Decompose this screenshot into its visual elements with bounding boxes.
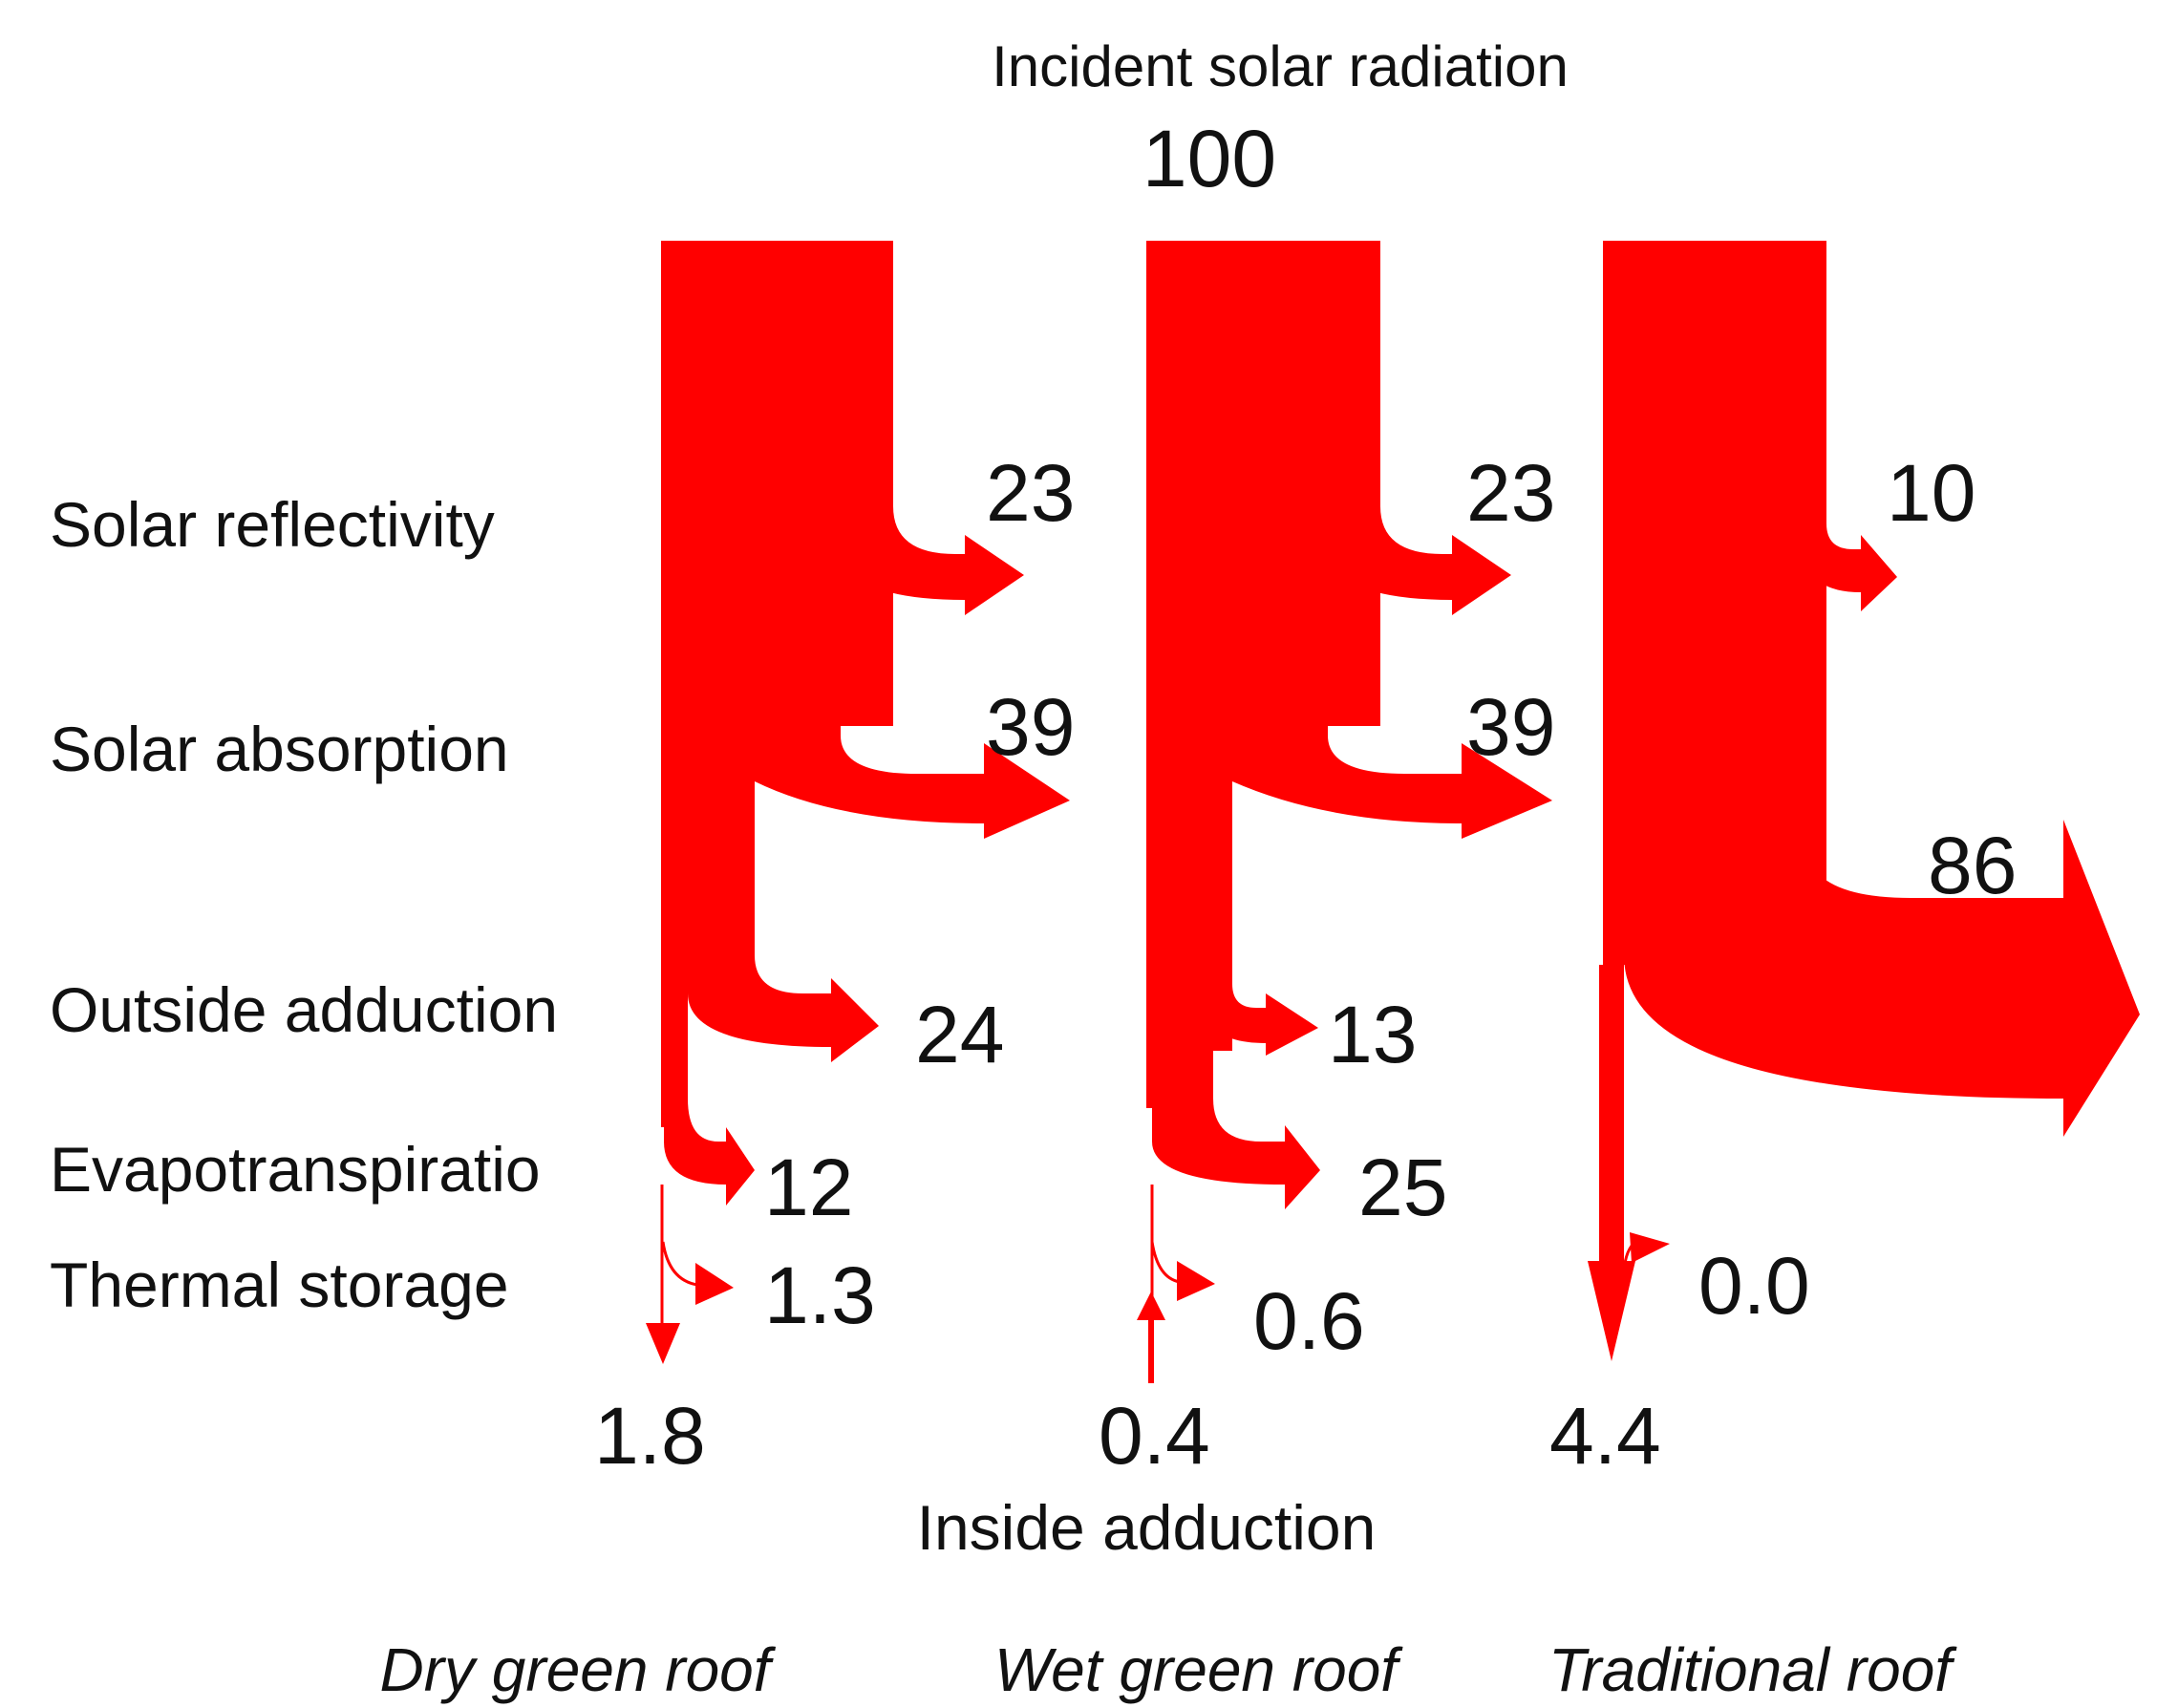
wet-thermal-storage-value: 0.6	[1253, 1276, 1365, 1366]
wet-incident-flow	[1146, 241, 1380, 726]
wet-thermal-storage-line	[1150, 1241, 1181, 1284]
wet-lower-trunk	[1146, 726, 1232, 1108]
trad-inside-adduction-value: 4.4	[1549, 1391, 1661, 1481]
wet-absorption-value: 39	[1466, 682, 1555, 772]
row-label-solar-reflectivity: Solar reflectivity	[50, 489, 495, 560]
trad-inside-adduction-arrow	[1588, 1261, 1635, 1361]
column-dry-green-roof	[646, 241, 1070, 1364]
dry-evapotranspiration-arrow	[664, 1099, 755, 1206]
trad-thermal-storage-arrow	[1630, 1232, 1670, 1263]
wet-thermal-storage-arrow	[1177, 1261, 1215, 1301]
column-label-wet-green-roof: Wet green roof	[994, 1635, 1403, 1704]
dry-absorption-arrow	[755, 726, 1070, 839]
trad-reflectivity-arrow	[1805, 523, 1897, 611]
wet-inside-adduction-arrow	[1137, 1292, 1165, 1320]
wet-inside-adduction-value: 0.4	[1099, 1391, 1210, 1481]
dry-outside-adduction-arrow	[688, 955, 879, 1062]
wet-evapotranspiration-value: 25	[1358, 1142, 1447, 1232]
trad-inside-adduction-line	[1599, 965, 1624, 1270]
wet-reflectivity-arrow	[1328, 506, 1511, 615]
dry-inside-adduction-arrow	[646, 1323, 680, 1364]
dry-reflectivity-arrow	[841, 506, 1024, 615]
column-label-traditional-roof: Traditional roof	[1548, 1635, 1957, 1704]
title: Incident solar radiation	[992, 34, 1569, 98]
dry-thermal-storage-line	[661, 1241, 698, 1287]
row-label-outside-adduction: Outside adduction	[50, 974, 558, 1045]
column-traditional-roof	[1588, 241, 2140, 1361]
incident-value: 100	[1142, 114, 1276, 203]
column-label-dry-green-roof: Dry green roof	[379, 1635, 776, 1704]
wet-reflectivity-value: 23	[1466, 448, 1555, 538]
trad-reflectivity-value: 10	[1887, 448, 1975, 538]
column-wet-green-roof	[1137, 241, 1552, 1383]
dry-lower-trunk	[661, 726, 755, 1127]
dry-evapotranspiration-value: 12	[764, 1142, 853, 1232]
wet-evapotranspiration-arrow	[1152, 1099, 1320, 1209]
dry-reflectivity-value: 23	[986, 448, 1075, 538]
inside-adduction-label: Inside adduction	[917, 1492, 1377, 1563]
wet-outside-adduction-arrow	[1208, 984, 1318, 1056]
dry-incident-flow	[661, 241, 893, 726]
dry-inside-adduction-value: 1.8	[594, 1391, 706, 1481]
wet-outside-adduction-value: 13	[1328, 990, 1417, 1079]
trad-absorption-arrow	[1624, 764, 2140, 1137]
trad-thermal-storage-value: 0.0	[1698, 1241, 1810, 1331]
row-label-solar-absorption: Solar absorption	[50, 714, 509, 784]
row-label-evapotranspiration: Evapotranspiratio	[50, 1134, 541, 1205]
dry-thermal-storage-arrow	[695, 1263, 734, 1305]
trad-absorption-value: 86	[1928, 821, 2017, 910]
wet-absorption-arrow	[1232, 726, 1552, 839]
row-label-thermal-storage: Thermal storage	[50, 1249, 509, 1320]
dry-outside-adduction-value: 24	[915, 990, 1004, 1079]
dry-absorption-value: 39	[986, 682, 1075, 772]
dry-thermal-storage-value: 1.3	[764, 1250, 876, 1340]
